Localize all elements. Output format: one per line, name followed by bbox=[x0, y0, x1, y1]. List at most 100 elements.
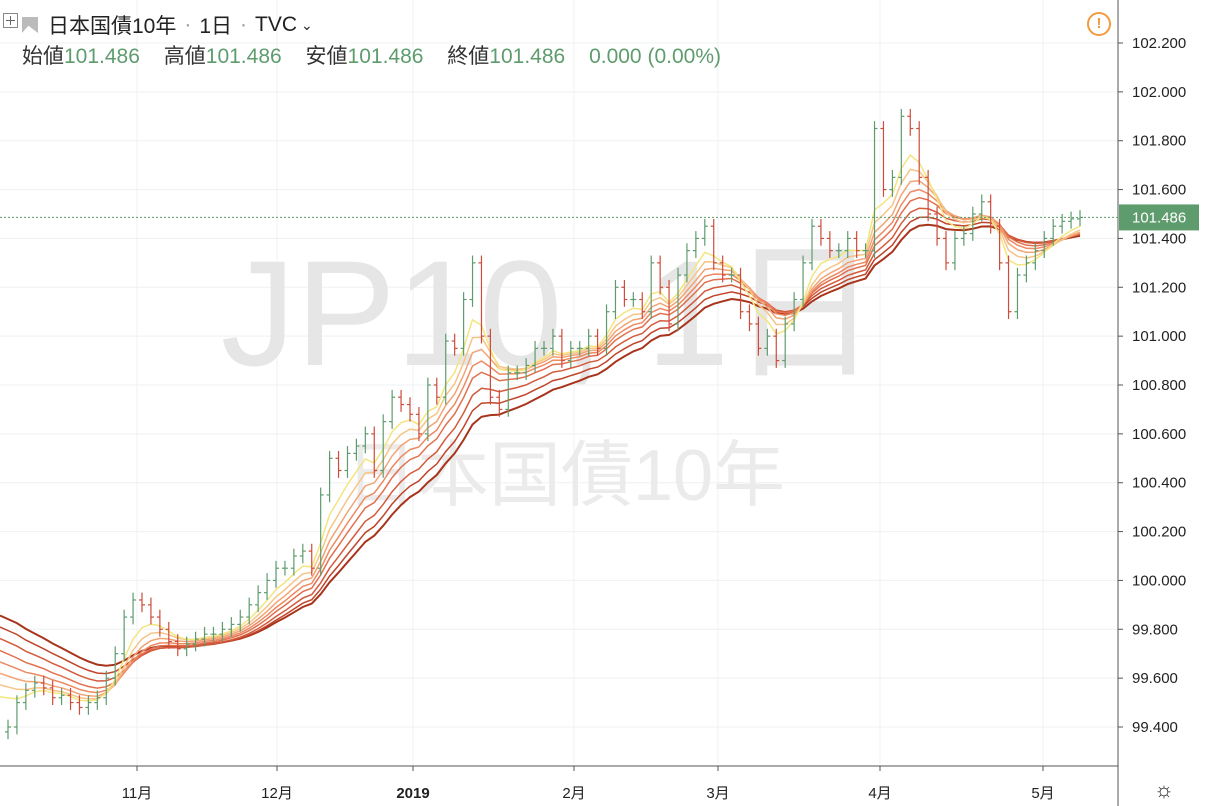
ohlc-bar bbox=[380, 414, 387, 478]
ohlc-bar bbox=[549, 328, 556, 356]
ohlc-bar bbox=[782, 316, 789, 368]
ohlc-bar bbox=[389, 389, 396, 429]
source-label[interactable]: TVC bbox=[255, 13, 298, 36]
ohlc-bar bbox=[22, 683, 29, 710]
last-price-label: 101.486 bbox=[1132, 209, 1186, 226]
ohlc-bar bbox=[255, 585, 262, 613]
ohlc-bar bbox=[943, 231, 949, 271]
price-tick-label: 100.600 bbox=[1132, 426, 1186, 443]
warning-icon[interactable]: ! bbox=[1087, 12, 1111, 36]
ohlc-bar bbox=[532, 341, 539, 373]
ohlc-bar bbox=[1005, 255, 1012, 320]
ohlc-bar bbox=[451, 333, 458, 356]
time-tick-label: 3月 bbox=[706, 785, 729, 802]
ohlc-bar bbox=[603, 304, 610, 356]
ohlc-bar bbox=[791, 292, 798, 332]
ohlc-bar bbox=[228, 617, 235, 637]
ohlc-bar bbox=[192, 631, 199, 652]
change-percent: (0.00%) bbox=[647, 45, 721, 68]
ohlc-bar bbox=[710, 218, 717, 271]
price-tick-label: 101.000 bbox=[1132, 328, 1186, 345]
ohlc-bar bbox=[773, 328, 780, 368]
price-tick-label: 101.200 bbox=[1132, 279, 1186, 296]
flag-icon bbox=[22, 17, 38, 33]
ohlc-bar bbox=[978, 194, 985, 222]
price-tick-label: 100.400 bbox=[1132, 475, 1186, 492]
time-tick-label: 4月 bbox=[868, 785, 891, 802]
price-tick-label: 101.600 bbox=[1132, 182, 1186, 199]
last-price-badge bbox=[1119, 204, 1199, 231]
ohlc-bar bbox=[139, 592, 145, 613]
ohlc-bar bbox=[505, 365, 512, 417]
ohlc-bar bbox=[326, 450, 333, 503]
ohlc-bar bbox=[1032, 243, 1039, 271]
ohlc-bar bbox=[675, 267, 681, 332]
ohlc-bars bbox=[5, 108, 1083, 740]
price-tick-label: 100.800 bbox=[1132, 377, 1186, 394]
ohlc-bar bbox=[925, 170, 932, 222]
low-label: 安値 bbox=[305, 45, 348, 68]
ohlc-bar bbox=[719, 255, 726, 283]
ohlc-bar bbox=[853, 231, 860, 258]
ohlc-bar bbox=[701, 218, 708, 246]
ohlc-bar bbox=[94, 690, 101, 710]
price-tick-label: 99.600 bbox=[1132, 670, 1178, 687]
ohlc-bar bbox=[174, 634, 181, 657]
ohlc-bar bbox=[558, 328, 565, 368]
expand-icon[interactable] bbox=[3, 13, 18, 28]
ohlc-bar bbox=[353, 438, 360, 461]
price-tick-label: 102.000 bbox=[1132, 84, 1186, 101]
ohlc-bar bbox=[755, 316, 762, 356]
ohlc-bar bbox=[147, 597, 154, 625]
time-tick-label: 5月 bbox=[1031, 785, 1054, 802]
ohlc-bar bbox=[737, 267, 744, 320]
ohlc-bar bbox=[442, 333, 449, 405]
gear-icon[interactable]: ☼ bbox=[1153, 777, 1175, 802]
ohlc-bar bbox=[58, 687, 65, 706]
ohlc-bar bbox=[666, 279, 673, 332]
ohlc-bar bbox=[201, 626, 208, 647]
ohlc-bar bbox=[49, 680, 56, 706]
time-tick-label: 11月 bbox=[122, 785, 153, 802]
ohlc-bar bbox=[683, 243, 690, 283]
ohlc-bar bbox=[121, 609, 128, 662]
symbol-name[interactable]: 日本国債10年 bbox=[48, 15, 177, 38]
ohlc-bar bbox=[960, 226, 967, 246]
ohlc-bar bbox=[237, 609, 244, 632]
ohlc-bar bbox=[862, 243, 869, 258]
ohlc-bar bbox=[290, 548, 297, 576]
ohlc-bar bbox=[165, 621, 172, 649]
ohlc-bar bbox=[469, 255, 476, 307]
ohlc-bar bbox=[103, 670, 110, 706]
watermark-sub: 日本国債10年 bbox=[345, 436, 785, 516]
ohlc-bar bbox=[898, 108, 905, 185]
ohlc-bar bbox=[987, 194, 994, 234]
interval-label[interactable]: 1日 bbox=[199, 15, 233, 38]
ohlc-bar bbox=[1077, 210, 1083, 227]
ohlc-bar bbox=[460, 292, 467, 356]
ohlc-bar bbox=[567, 341, 574, 368]
ohlc-bar bbox=[371, 426, 378, 478]
low-value: 101.486 bbox=[347, 45, 424, 68]
ohlc-bar bbox=[523, 358, 530, 381]
open-label: 始値 bbox=[22, 45, 64, 68]
ohlc-bar bbox=[487, 328, 494, 405]
ohlc-bar bbox=[612, 279, 619, 320]
ohlc-bar bbox=[415, 406, 422, 442]
ohlc-bar bbox=[630, 292, 637, 307]
ohlc-bar bbox=[67, 687, 74, 710]
ohlc-bar bbox=[809, 218, 815, 271]
close-value: 101.486 bbox=[489, 45, 566, 68]
ohlc-bar bbox=[648, 255, 655, 320]
ohlc-bar bbox=[281, 560, 288, 576]
ohlc-bar bbox=[889, 170, 896, 197]
legend-header: 日本国債10年 · 1日 · TVC ⌄ 始値101.486 高値101.486… bbox=[0, 0, 1118, 76]
ohlc-bar bbox=[969, 206, 976, 241]
ohlc-bar bbox=[273, 560, 279, 588]
ohlc-bar bbox=[934, 206, 941, 246]
ohlc-bar bbox=[657, 255, 664, 295]
ohlc-bar bbox=[76, 695, 83, 715]
ohlc-bar bbox=[344, 446, 351, 478]
chevron-down-icon[interactable]: ⌄ bbox=[301, 16, 313, 33]
